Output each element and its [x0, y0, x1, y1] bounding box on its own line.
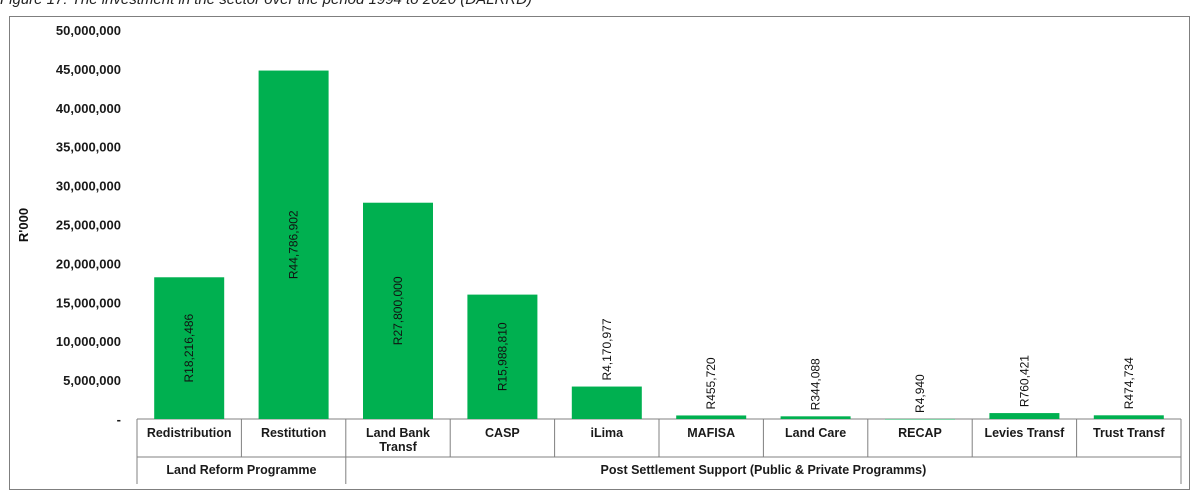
y-tick-label: 25,000,000 — [56, 218, 121, 233]
data-label: R344,088 — [809, 358, 823, 410]
x-category-label: Land Care — [785, 426, 846, 440]
x-category-label: MAFISA — [687, 426, 735, 440]
bar-8 — [989, 413, 1060, 419]
bar-4 — [571, 386, 642, 419]
data-label: R4,940 — [913, 374, 927, 413]
y-tick-label: 15,000,000 — [56, 295, 121, 310]
figure-caption: Figure 17: The investment in the sector … — [0, 0, 532, 8]
x-category-label: iLima — [590, 426, 624, 440]
data-label: R44,786,902 — [287, 210, 301, 279]
bar-5 — [676, 415, 747, 419]
bar-2 — [363, 202, 433, 419]
x-group-label: Post Settlement Support (Public & Privat… — [601, 463, 927, 477]
x-category-label: Redistribution — [147, 426, 232, 440]
x-category-label: Levies Transf — [984, 426, 1065, 440]
bar-3 — [467, 294, 538, 419]
x-category-label: RECAP — [898, 426, 942, 440]
data-label: R455,720 — [704, 357, 718, 409]
y-tick-label: 20,000,000 — [56, 256, 121, 271]
bar-6 — [780, 416, 851, 419]
y-axis-title: R'000 — [16, 208, 31, 242]
data-label: R15,988,810 — [495, 322, 509, 391]
x-group-label: Land Reform Programme — [166, 463, 316, 477]
bar-9 — [1093, 415, 1164, 419]
bar-1 — [258, 70, 329, 420]
data-label: R760,421 — [1017, 355, 1031, 407]
y-tick-label: - — [117, 412, 121, 427]
y-tick-label: 5,000,000 — [63, 373, 121, 388]
data-label: R18,216,486 — [182, 313, 196, 382]
x-category-label: Land Bank — [366, 426, 430, 440]
data-label: R27,800,000 — [391, 276, 405, 345]
chart-frame — [9, 16, 1190, 490]
y-tick-label: 50,000,000 — [56, 23, 121, 38]
x-category-label: Trust Transf — [1093, 426, 1165, 440]
x-category-label: Transf — [379, 440, 417, 454]
y-tick-label: 45,000,000 — [56, 62, 121, 77]
x-category-label: CASP — [485, 426, 520, 440]
y-tick-label: 40,000,000 — [56, 101, 121, 116]
bar-0 — [154, 277, 225, 419]
y-tick-label: 35,000,000 — [56, 140, 121, 155]
bar-7 — [885, 418, 955, 420]
x-category-label: Restitution — [261, 426, 326, 440]
y-tick-label: 10,000,000 — [56, 334, 121, 349]
data-label: R474,734 — [1122, 357, 1136, 409]
data-label: R4,170,977 — [600, 318, 614, 380]
y-tick-label: 30,000,000 — [56, 179, 121, 194]
